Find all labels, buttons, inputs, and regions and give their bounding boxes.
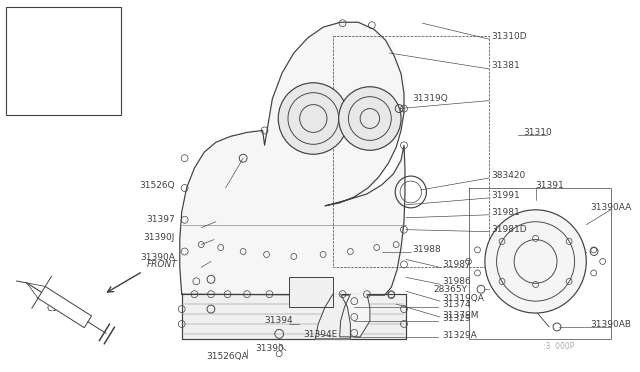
Circle shape [278, 83, 348, 154]
Text: FRONT: FRONT [147, 260, 177, 269]
Text: 31987: 31987 [442, 260, 471, 269]
Text: 31986: 31986 [442, 277, 471, 286]
Text: 31394: 31394 [264, 317, 293, 326]
Bar [6, 7, 122, 115]
Circle shape [339, 87, 401, 150]
Text: 28365Y: 28365Y [433, 285, 467, 294]
Text: 31390AA: 31390AA [590, 203, 632, 212]
Circle shape [485, 210, 586, 313]
Text: 31981D: 31981D [492, 225, 527, 234]
Text: 31390AB: 31390AB [590, 320, 631, 330]
Text: 31526Q: 31526Q [140, 180, 175, 189]
Text: 31390A: 31390A [140, 253, 175, 262]
Text: 31390: 31390 [255, 344, 284, 353]
Text: 31988: 31988 [413, 245, 442, 254]
Text: 31310: 31310 [523, 128, 552, 137]
Text: C1335: C1335 [46, 304, 74, 313]
Text: 31397: 31397 [146, 215, 175, 224]
Text: 31526QA: 31526QA [206, 352, 248, 361]
Text: 31390J: 31390J [143, 233, 175, 242]
Text: 31319QA: 31319QA [442, 294, 484, 303]
Polygon shape [180, 22, 405, 295]
Polygon shape [180, 26, 406, 295]
Polygon shape [316, 294, 350, 339]
Text: 31991: 31991 [492, 192, 520, 201]
Text: :3  000P: :3 000P [543, 342, 574, 351]
Text: 31374: 31374 [442, 299, 470, 309]
Polygon shape [340, 294, 370, 337]
Text: 31310D: 31310D [492, 32, 527, 41]
Polygon shape [38, 286, 92, 328]
Bar [289, 277, 333, 307]
Text: 383420: 383420 [492, 171, 526, 180]
Text: 31394E: 31394E [303, 330, 338, 339]
Text: 31381: 31381 [492, 61, 520, 70]
Text: 31329: 31329 [442, 314, 470, 324]
Text: 31981: 31981 [492, 208, 520, 217]
Text: 31319Q: 31319Q [413, 94, 449, 103]
Text: 31379M: 31379M [442, 311, 479, 320]
Polygon shape [182, 294, 406, 339]
Text: 31329A: 31329A [442, 331, 477, 340]
Text: 31391: 31391 [536, 180, 564, 189]
